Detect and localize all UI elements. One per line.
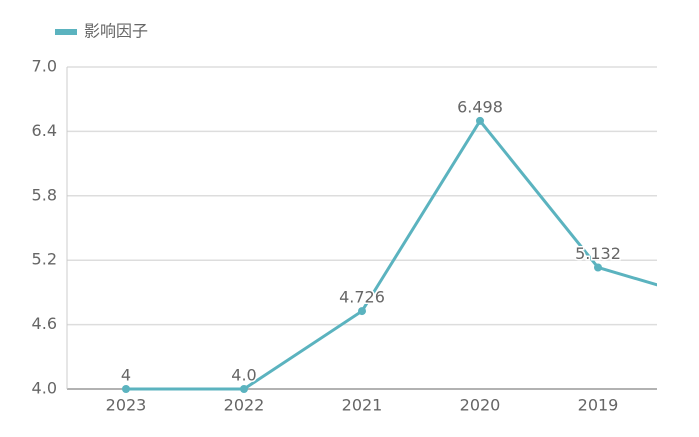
point xyxy=(358,307,366,316)
x-tick-label: 2021 xyxy=(342,396,383,415)
data-label: 4.726 xyxy=(339,288,385,307)
data-label: 6.498 xyxy=(457,97,503,116)
y-tick-label: 4.6 xyxy=(32,314,57,333)
point xyxy=(122,385,130,393)
point xyxy=(476,116,484,125)
y-tick-label: 7.0 xyxy=(32,57,57,76)
y-tick-label: 5.8 xyxy=(32,185,57,204)
y-tick-label: 5.2 xyxy=(32,250,57,269)
y-tick-label: 6.4 xyxy=(32,121,57,140)
x-tick-label: 2022 xyxy=(224,396,265,415)
y-tick-label: 4.0 xyxy=(32,379,57,398)
labels: 4.0 4.6 5.2 5.8 6.4 7.0 2023 2022 2021 2020 2019 4 4… xyxy=(32,22,623,415)
grid xyxy=(66,66,657,390)
series-line xyxy=(126,118,657,391)
point xyxy=(594,263,602,272)
data-label: 5.132 xyxy=(575,244,621,263)
x-tick-label: 2019 xyxy=(578,396,619,415)
data-label: 4.0 xyxy=(231,366,256,385)
x-tick-label: 2020 xyxy=(460,396,501,415)
plot xyxy=(122,116,657,393)
legend-label: 影响因子 xyxy=(84,22,148,41)
data-label: 4 xyxy=(121,366,131,385)
x-tick-label: 2023 xyxy=(106,396,147,415)
point xyxy=(240,385,248,393)
